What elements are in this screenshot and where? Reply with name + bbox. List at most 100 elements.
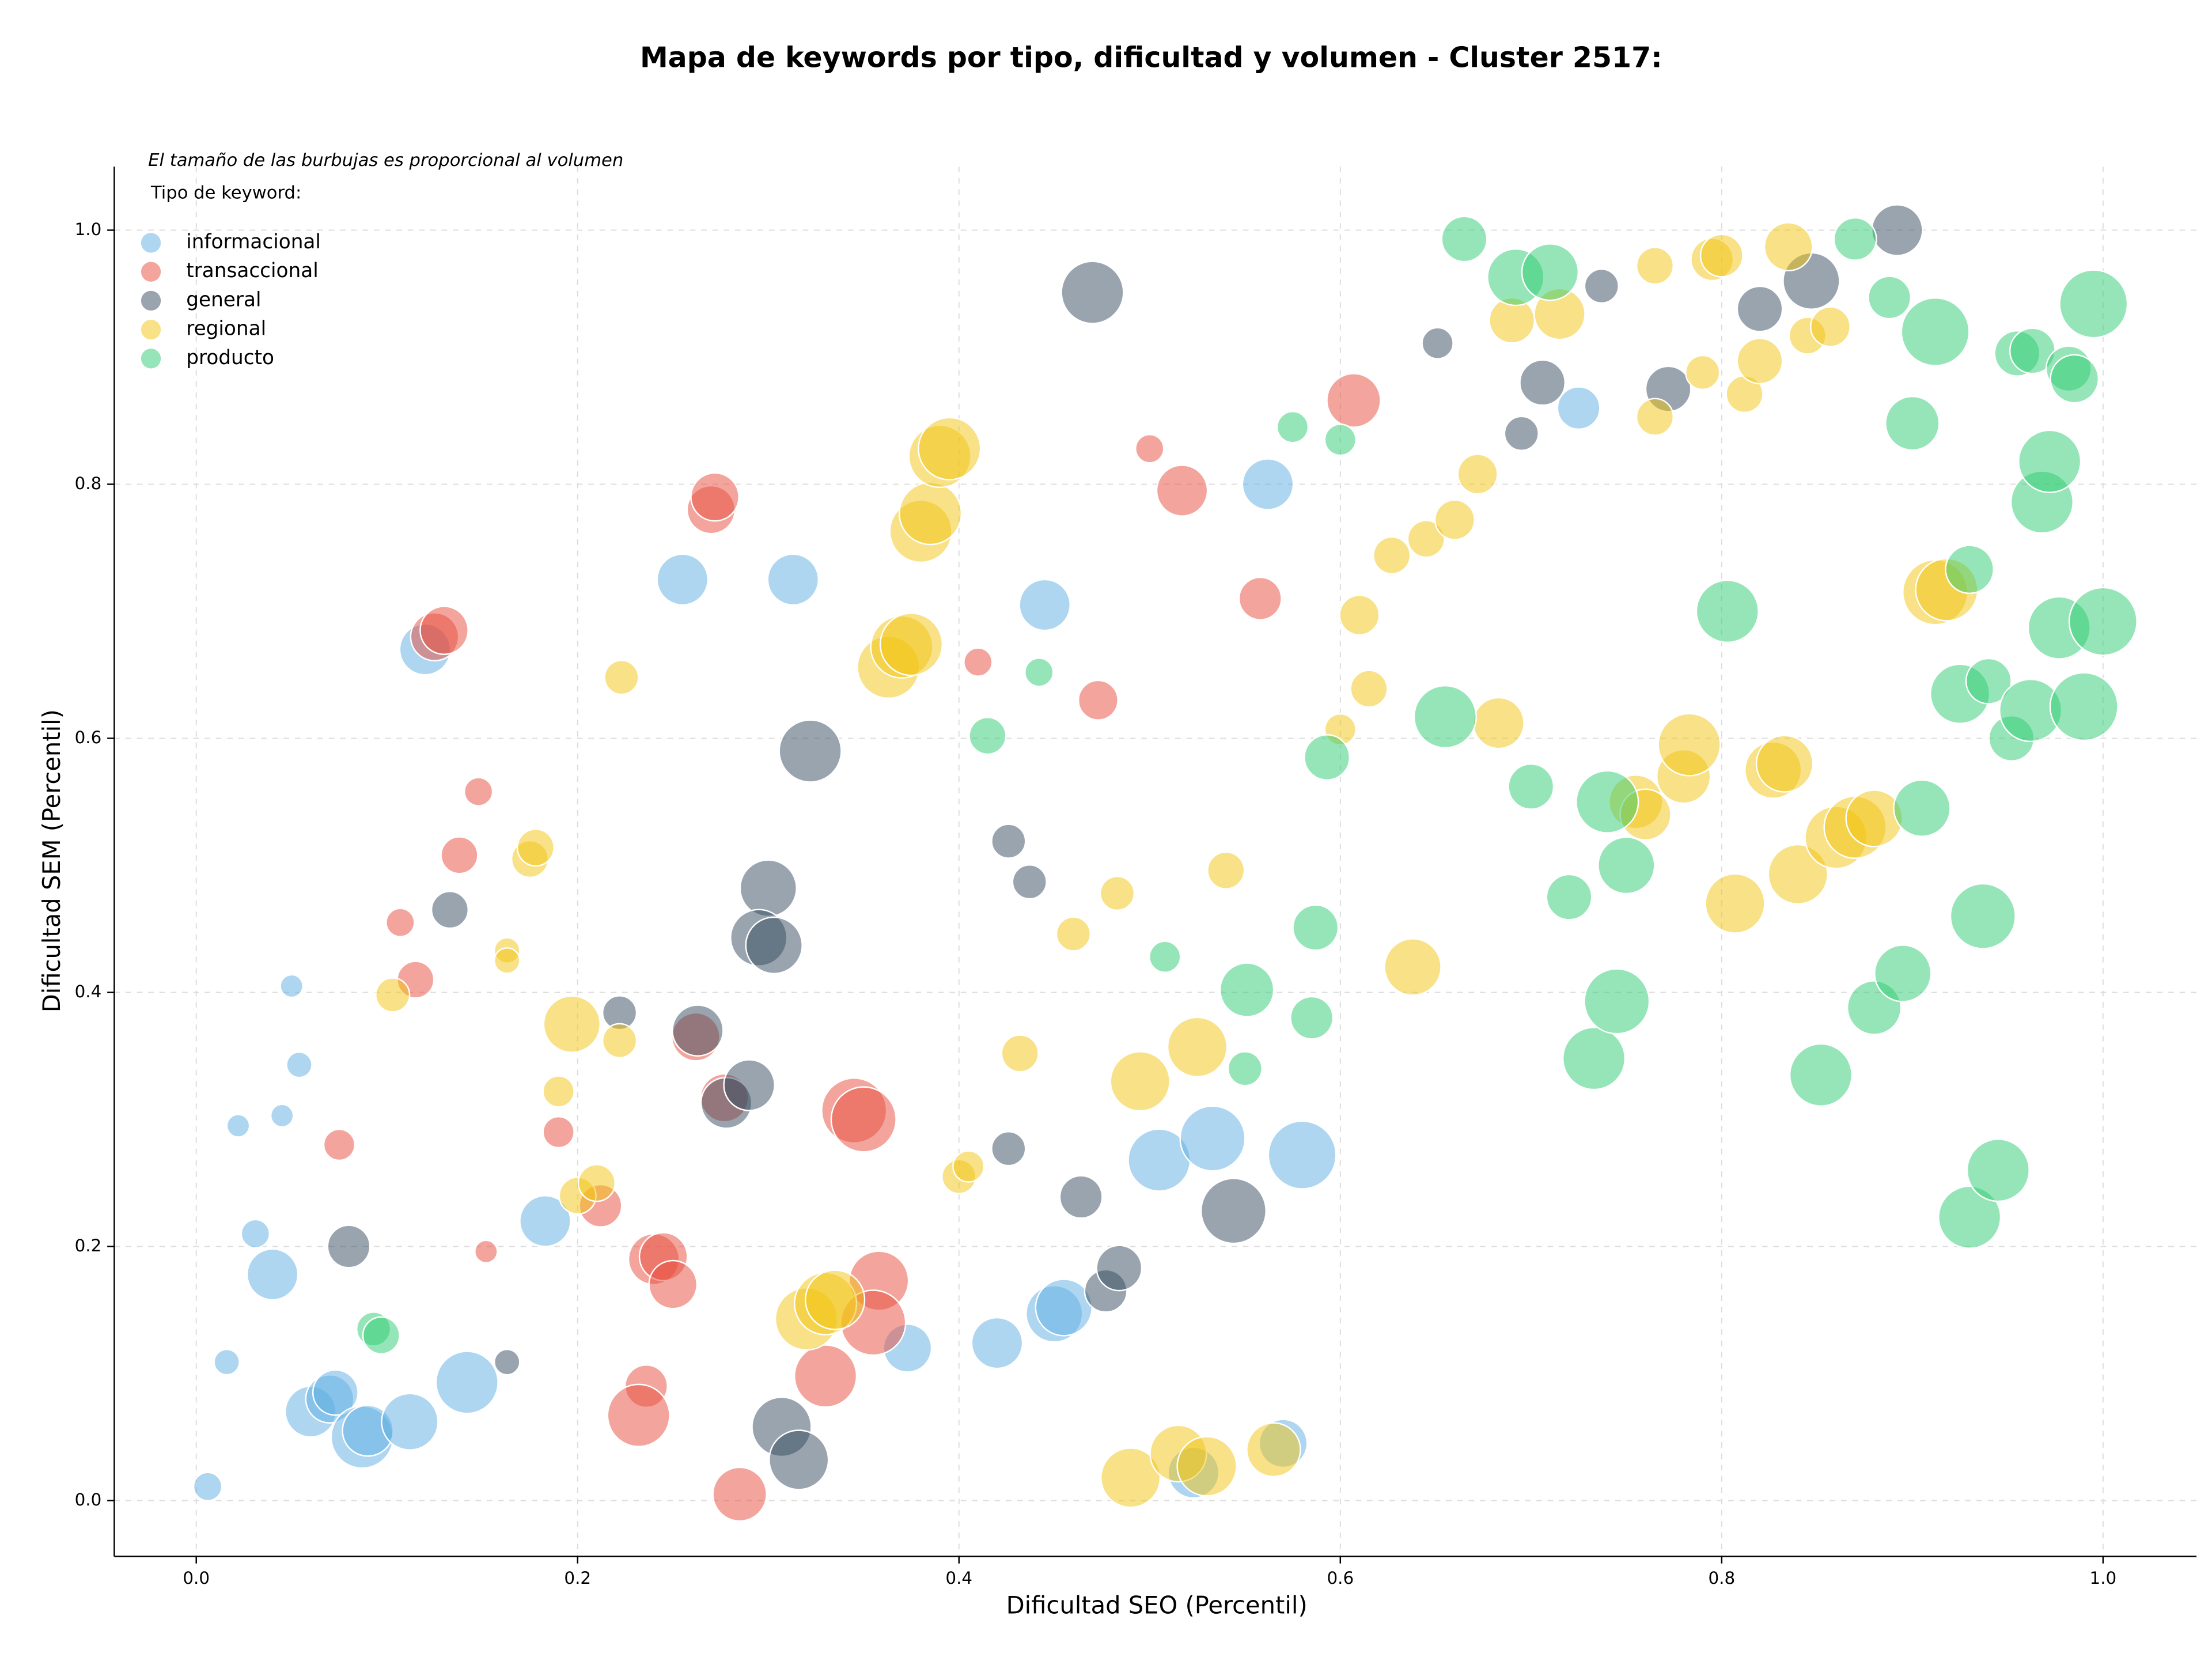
bubble <box>1657 713 1721 777</box>
bubble <box>1584 968 1650 1035</box>
bubble <box>240 1219 271 1249</box>
bubble <box>1292 904 1339 951</box>
bubble <box>1012 864 1047 900</box>
bubble <box>1176 1436 1237 1497</box>
bubble <box>712 1466 767 1522</box>
legend-label: transaccional <box>186 259 319 282</box>
bubble <box>375 977 411 1013</box>
bubble <box>192 1471 223 1501</box>
bubble <box>362 1316 400 1354</box>
bubble <box>1149 940 1181 973</box>
bubble <box>1833 217 1877 261</box>
bubble <box>270 1103 294 1128</box>
x-tick-label: 1.0 <box>2090 1568 2117 1588</box>
bubble <box>2049 672 2119 741</box>
bubble <box>1755 735 1814 793</box>
bubble <box>1457 453 1498 495</box>
bubble <box>542 1075 575 1108</box>
y-tick-label: 0.0 <box>75 1490 102 1509</box>
bubble <box>440 836 479 875</box>
x-tick-label: 0.4 <box>945 1568 972 1588</box>
bubble <box>2050 354 2100 404</box>
bubble <box>2018 429 2082 493</box>
bubble <box>1246 1422 1301 1478</box>
legend-marker <box>141 233 161 253</box>
bubble <box>1326 373 1381 428</box>
legend-marker <box>141 319 161 340</box>
bubble <box>385 907 415 937</box>
y-tick-label: 0.6 <box>75 728 102 747</box>
bubble <box>1562 1027 1626 1091</box>
bubble <box>577 1164 616 1202</box>
bubble <box>1695 579 1759 644</box>
bubble <box>279 974 304 998</box>
bubble <box>656 553 709 606</box>
legend-label: producto <box>186 346 274 369</box>
bubble <box>1868 275 1912 320</box>
bubble <box>1521 243 1580 301</box>
bubble <box>1060 260 1124 324</box>
bubble <box>1024 657 1054 687</box>
grid <box>114 167 2197 1557</box>
annotation: El tamaño de las burbujas es proporciona… <box>148 150 623 171</box>
bubble <box>778 719 842 783</box>
legend-title: Tipo de keyword: <box>150 183 301 203</box>
bubble <box>1900 297 1970 366</box>
bubble <box>963 647 993 677</box>
bubble <box>1584 268 1619 304</box>
bubble <box>1763 222 1813 272</box>
bubble <box>1324 423 1357 456</box>
bubble <box>1945 544 1995 595</box>
bubble <box>463 777 494 807</box>
bubble <box>1001 1034 1039 1073</box>
bubble <box>493 947 521 974</box>
bubble <box>968 717 1007 755</box>
legend-marker <box>141 349 161 369</box>
bubble <box>286 1051 313 1079</box>
bubble <box>739 859 797 917</box>
bubble <box>1874 944 1932 1002</box>
bubble <box>1421 327 1454 360</box>
bubble <box>648 1259 698 1310</box>
bubble <box>1789 1043 1853 1107</box>
bubble <box>1885 395 1940 451</box>
bubble <box>1276 411 1309 444</box>
bubble <box>312 1369 359 1416</box>
bubble <box>213 1348 240 1376</box>
bubble <box>1241 458 1294 510</box>
bubble <box>1575 770 1639 834</box>
bubble <box>2059 269 2128 339</box>
bubble <box>1508 763 1555 810</box>
bubble <box>971 1316 1024 1369</box>
bubble <box>435 1350 499 1414</box>
bubble <box>1100 1447 1161 1508</box>
bubble <box>323 1128 356 1161</box>
bubble <box>991 823 1027 859</box>
bubble <box>1373 536 1411 575</box>
bubble <box>793 1344 858 1408</box>
bubble <box>604 660 639 695</box>
bubble <box>1238 576 1282 620</box>
bubble <box>226 1114 251 1138</box>
bubble <box>1546 873 1593 921</box>
bubble <box>1441 215 1488 263</box>
plot-area <box>192 204 2138 1522</box>
bubble <box>327 1224 371 1269</box>
x-tick-label: 0.8 <box>1708 1568 1735 1588</box>
bubble <box>1635 247 1675 285</box>
legend-label: general <box>186 288 261 311</box>
bubble <box>1845 789 1903 847</box>
bubble <box>1407 520 1445 558</box>
bubble <box>1059 1175 1103 1219</box>
legend: El tamaño de las burbujas es proporciona… <box>141 150 623 369</box>
bubble <box>723 1059 775 1111</box>
bubble <box>1810 306 1851 347</box>
bubble <box>1699 233 1744 278</box>
bubble <box>1304 734 1351 781</box>
bubble <box>1736 338 1783 385</box>
bubble <box>1207 851 1245 890</box>
bubble <box>1767 843 1828 905</box>
bubble <box>1096 1244 1143 1292</box>
